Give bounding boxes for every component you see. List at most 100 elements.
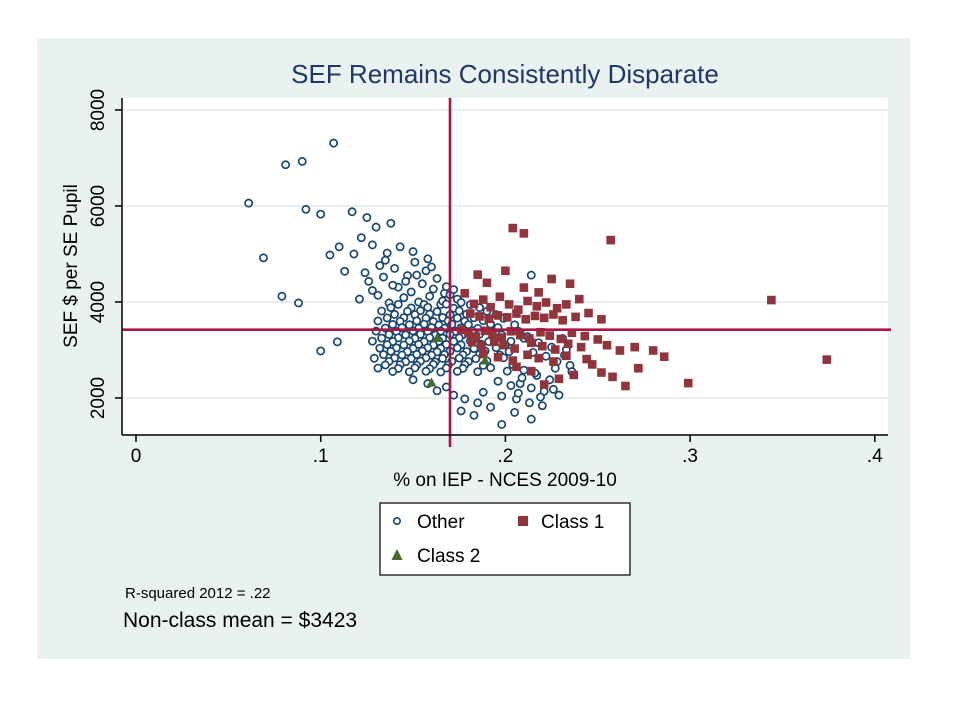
data-point-other	[294, 298, 303, 308]
data-point-other	[452, 366, 462, 376]
data-point-class1	[478, 295, 488, 304]
data-point-other	[367, 336, 377, 346]
data-point-other	[390, 309, 400, 319]
data-point-other	[510, 407, 520, 417]
data-point-other	[386, 346, 396, 356]
data-point-class1	[602, 340, 612, 350]
data-point-other	[473, 367, 483, 377]
data-point-other	[423, 254, 433, 264]
data-point-class1	[460, 289, 470, 298]
data-point-class1	[486, 302, 495, 312]
data-point-other	[386, 303, 396, 313]
reference-lines	[122, 98, 891, 447]
data-point-class1	[576, 342, 586, 352]
data-point-class1	[580, 331, 590, 341]
data-point-other	[404, 320, 414, 330]
data-point-other	[373, 316, 383, 326]
data-point-class1	[538, 341, 547, 351]
data-point-other	[355, 294, 364, 304]
x-tick-label: .1	[313, 446, 329, 467]
data-point-other	[456, 298, 466, 307]
data-point-other	[297, 156, 307, 166]
data-point-other	[362, 213, 372, 222]
data-point-class1	[508, 356, 518, 365]
data-point-other	[513, 388, 523, 398]
data-point-class1	[634, 363, 643, 373]
y-tick-label: 4000	[88, 281, 109, 323]
data-point-other	[382, 248, 392, 258]
data-point-other	[301, 204, 311, 214]
data-point-other	[375, 261, 385, 270]
x-tick-label: .4	[867, 446, 883, 467]
data-point-class1	[471, 332, 481, 341]
data-point-other	[432, 274, 442, 283]
data-point-class1	[510, 344, 519, 353]
data-point-class1	[493, 311, 503, 320]
data-point-class1	[574, 294, 584, 304]
data-point-class1	[541, 298, 551, 307]
data-point-other	[375, 343, 385, 353]
data-point-other	[421, 366, 431, 376]
data-point-class1	[597, 314, 606, 324]
data-point-class1	[621, 381, 630, 391]
data-point-other	[541, 351, 551, 361]
data-point-class1	[519, 283, 529, 292]
data-point-class1	[508, 223, 518, 233]
data-point-class1	[545, 331, 555, 340]
data-point-class1	[587, 360, 597, 369]
data-point-other	[382, 340, 392, 350]
data-point-other	[401, 330, 411, 340]
data-point-other	[425, 291, 435, 301]
data-point-other	[493, 376, 503, 386]
data-point-other	[395, 242, 405, 252]
y-tick-label: 6000	[88, 185, 109, 227]
legend-label-class1: Class 1	[541, 512, 604, 533]
data-point-other	[464, 320, 473, 330]
data-point-class1	[593, 335, 603, 344]
data-point-class1	[582, 354, 591, 364]
data-point-class1	[523, 350, 532, 360]
data-point-other	[386, 218, 396, 228]
data-point-class1	[523, 296, 532, 306]
data-point-other	[347, 207, 357, 217]
data-point-class1	[504, 300, 514, 309]
data-point-other	[373, 290, 383, 300]
data-point-class1	[525, 334, 534, 343]
data-point-class1	[532, 302, 542, 311]
data-point-other	[427, 262, 436, 272]
data-point-class1	[515, 330, 525, 340]
data-point-other	[428, 284, 438, 294]
data-point-class1	[534, 353, 543, 363]
data-point-class1	[478, 349, 488, 359]
y-tick-label: 2000	[88, 377, 109, 419]
data-point-other	[388, 280, 398, 290]
data-point-other	[377, 306, 387, 316]
data-point-other	[371, 222, 381, 232]
data-point-other	[519, 365, 529, 375]
data-point-class1	[466, 309, 475, 318]
data-points	[244, 138, 832, 429]
data-point-class1	[521, 314, 531, 324]
data-point-other	[399, 293, 409, 303]
data-point-class1	[569, 370, 579, 380]
data-point-class1	[534, 288, 543, 297]
data-point-class1	[519, 229, 529, 238]
data-point-class1	[562, 351, 571, 361]
data-point-class1	[482, 278, 492, 288]
data-point-other	[471, 354, 481, 364]
axis-ticks: 2000 4000 6000 8000 0 .1 .2 .3 .4	[88, 89, 883, 467]
data-point-other	[281, 160, 291, 170]
data-point-class1	[536, 327, 545, 337]
data-point-class1	[606, 235, 615, 245]
data-point-class1	[584, 308, 593, 318]
data-point-class1	[608, 372, 617, 382]
data-point-class1	[469, 299, 479, 309]
data-point-class1	[467, 338, 477, 347]
data-point-other	[526, 414, 536, 424]
data-point-class1	[539, 380, 549, 389]
data-point-class1	[567, 328, 577, 338]
data-point-other	[406, 287, 416, 297]
data-point-other	[473, 398, 483, 408]
